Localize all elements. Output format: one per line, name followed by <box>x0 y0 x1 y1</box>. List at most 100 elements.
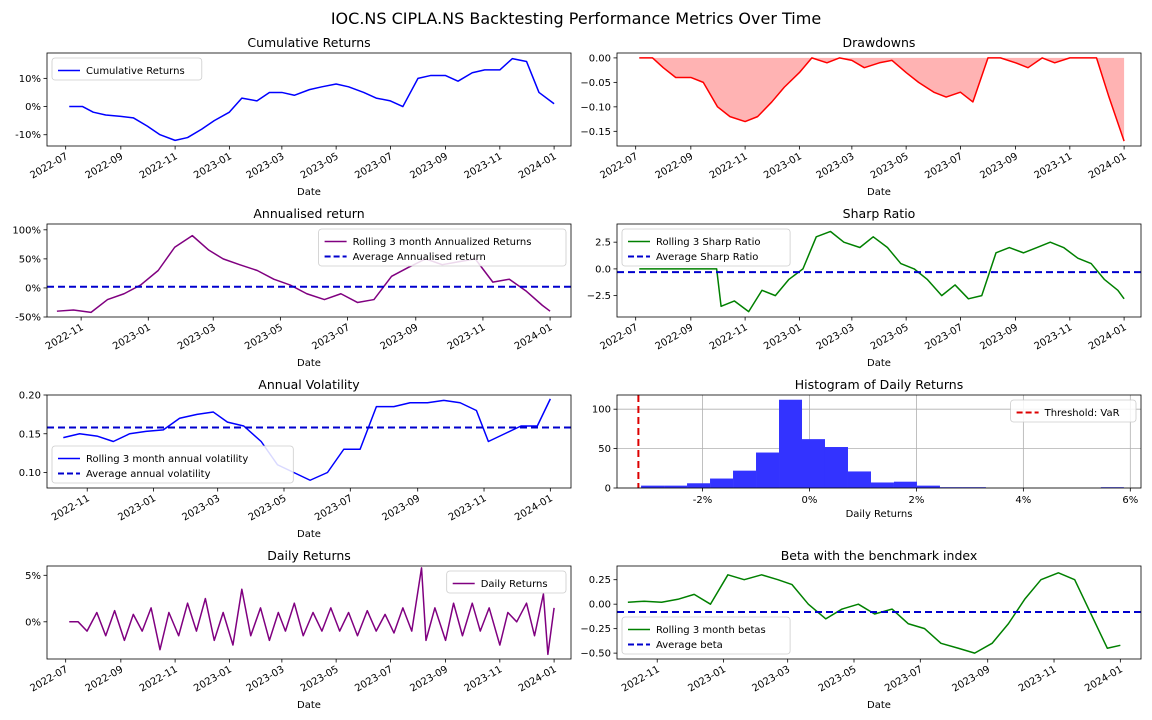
subplot-title: Cumulative Returns <box>247 35 370 50</box>
legend: Rolling 3 month Annualized Returns Averag… <box>318 228 567 267</box>
series-group <box>617 572 1141 654</box>
y-tick-label: 10% <box>19 74 41 85</box>
x-tick-label: 2024-01 <box>517 151 559 181</box>
x-tick-label: 2022-11 <box>708 151 750 181</box>
x-tick-label: 2023-09 <box>381 493 423 523</box>
y-tick-label: 50% <box>19 254 41 265</box>
x-tick-label: 2022-07 <box>28 151 70 181</box>
y-tick-label: 100 <box>592 405 611 416</box>
x-tick-label: 2022-11 <box>44 322 86 352</box>
y-tick-label: −0.50 <box>580 649 611 660</box>
y-tick-label: −0.15 <box>580 127 611 138</box>
subplot-title: Annualised return <box>253 206 364 221</box>
x-tick-label: 2023-09 <box>978 322 1020 352</box>
legend-label: Threshold: VaR <box>1044 408 1120 419</box>
subplot-title: Beta with the benchmark index <box>781 548 978 563</box>
x-tick-label: 0% <box>802 495 818 506</box>
histogram-bar <box>847 471 871 488</box>
x-tick-label: 2024-01 <box>513 493 555 523</box>
y-tick-label: 0% <box>25 617 41 628</box>
y-tick-label: -50% <box>15 313 41 324</box>
series-line <box>69 57 555 142</box>
legend-label: Average Sharp Ratio <box>656 252 758 263</box>
x-tick-label: 2023-05 <box>817 664 859 694</box>
x-tick-label: 2023-11 <box>463 151 505 181</box>
x-tick-label: 2022-07 <box>28 664 70 694</box>
legend-label: Cumulative Returns <box>86 66 185 77</box>
series-group <box>617 230 1141 313</box>
subplot-hist: Histogram of Daily Returns 0 50 100 -2% 0% 2% 4… <box>592 377 1142 520</box>
subplot-title: Histogram of Daily Returns <box>795 377 963 392</box>
legend: Rolling 3 Sharp Ratio Average Sharp Ratio <box>621 228 791 267</box>
y-tick-label: 0 <box>605 484 611 495</box>
subplot-daily: Daily Returns 0% 5% 2022-07 2022-09 2022-11 20… <box>25 548 572 711</box>
legend: Rolling 3 month betas Average beta <box>621 616 791 655</box>
x-axis-label: Date <box>297 700 321 711</box>
legend-label: Average Annualised return <box>353 252 486 263</box>
x-tick-label: 2023-01 <box>192 664 234 694</box>
histogram-bar <box>779 399 803 488</box>
x-tick-label: 2023-07 <box>310 322 352 352</box>
x-tick-label: 2023-05 <box>299 151 341 181</box>
legend: Cumulative Returns <box>51 57 203 81</box>
y-tick-label: 100% <box>12 225 41 236</box>
subplot-sharpe: Sharp Ratio 2.5 0.0 −2.5 2022-07 2022-09 2022-… <box>587 206 1142 369</box>
x-tick-label: 2022-11 <box>50 493 92 523</box>
x-tick-label: 2022-09 <box>84 151 126 181</box>
histogram-bar <box>824 447 848 488</box>
x-axis-label: Date <box>867 187 891 198</box>
subplot-vol: Annual Volatility 0.10 0.15 0.20 2022-11 2023… <box>19 377 572 540</box>
x-tick-label: 2023-01 <box>111 322 153 352</box>
subplot-title: Drawdowns <box>843 35 916 50</box>
x-tick-label: 2023-01 <box>192 151 234 181</box>
x-tick-label: 2023-05 <box>243 322 285 352</box>
x-tick-label: 2024-01 <box>517 664 559 694</box>
drawdown-area <box>639 57 1125 142</box>
legend-label: Rolling 3 month betas <box>656 625 766 636</box>
histogram-bar <box>756 452 780 488</box>
y-tick-label: 50 <box>598 444 611 455</box>
subplot-title: Sharp Ratio <box>843 206 916 221</box>
y-tick-label: 0% <box>25 102 41 113</box>
x-tick-label: 2023-11 <box>446 322 488 352</box>
x-tick-label: 4% <box>1015 495 1031 506</box>
x-tick-label: 2022-11 <box>620 664 662 694</box>
legend-label: Rolling 3 month Annualized Returns <box>353 237 532 248</box>
legend: Threshold: VaR <box>1010 399 1137 423</box>
x-tick-label: 2023-09 <box>951 664 993 694</box>
x-axis-label: Daily Returns <box>846 509 913 520</box>
series-group <box>69 57 555 142</box>
subplot-title: Daily Returns <box>267 548 351 563</box>
x-tick-label: 2023-07 <box>313 493 355 523</box>
x-tick-label: 2022-11 <box>708 322 750 352</box>
x-axis-label: Date <box>297 529 321 540</box>
histogram-bar <box>733 470 757 488</box>
y-tick-label: −0.05 <box>580 78 611 89</box>
x-axis-label: Date <box>867 700 891 711</box>
legend-label: Average annual volatility <box>86 469 211 480</box>
x-tick-label: 2023-11 <box>1033 151 1075 181</box>
legend-box <box>318 228 567 267</box>
histogram-bar <box>870 482 894 488</box>
x-axis-label: Date <box>297 358 321 369</box>
subplot-cum: Cumulative Returns -10% 0% 10% 2022-07 2022-0… <box>15 35 572 198</box>
histogram-bar <box>802 439 825 488</box>
legend: Rolling 3 month annual volatility Average… <box>51 445 294 484</box>
subplot-ann: Annualised return -50% 0% 50% 100% 2022-11 202… <box>12 206 572 369</box>
y-tick-label: 0.10 <box>19 468 41 479</box>
series-line <box>639 57 1125 142</box>
x-tick-label: 2023-05 <box>869 322 911 352</box>
x-tick-label: 2023-05 <box>299 664 341 694</box>
x-tick-label: 2023-01 <box>762 151 804 181</box>
x-tick-label: 2023-03 <box>176 322 218 352</box>
x-tick-label: 2022-07 <box>598 322 640 352</box>
x-tick-label: 6% <box>1122 495 1138 506</box>
x-tick-label: 2023-03 <box>245 151 287 181</box>
y-tick-label: 0% <box>25 283 41 294</box>
y-tick-label: 0.0 <box>595 264 611 275</box>
x-tick-label: 2023-11 <box>447 493 489 523</box>
legend-box <box>446 570 567 594</box>
x-tick-label: 2024-01 <box>1087 322 1129 352</box>
legend-label: Daily Returns <box>481 579 548 590</box>
